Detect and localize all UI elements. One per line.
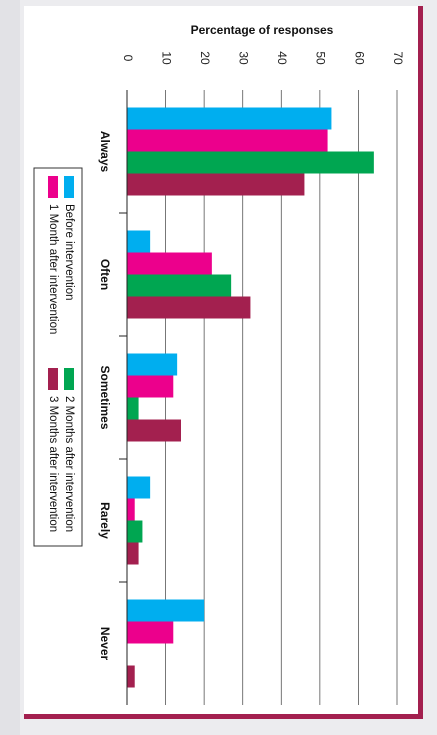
x-tick-label: 70 — [391, 51, 405, 65]
x-tick-label: 50 — [314, 51, 328, 65]
bar — [127, 397, 139, 420]
legend-box — [33, 167, 83, 547]
x-tick-label: 20 — [198, 51, 212, 65]
category-label: Often — [98, 259, 112, 290]
chart-card — [24, 6, 423, 719]
legend-swatch — [64, 176, 74, 198]
bar — [127, 129, 328, 152]
bar — [127, 599, 205, 622]
bar — [127, 542, 139, 565]
bar — [127, 230, 151, 253]
category-label: Never — [98, 627, 112, 661]
bar — [127, 520, 143, 543]
x-axis-title: Percentage of responses — [191, 23, 334, 37]
bar — [127, 498, 135, 521]
category-label: Sometimes — [98, 365, 112, 429]
legend-swatch — [48, 176, 58, 198]
x-axis-title-group: Percentage of responses — [191, 23, 334, 37]
x-axis-ticks: 0 10 20 30 40 50 60 70 — [121, 51, 405, 65]
bar — [127, 375, 174, 398]
category-label: Rarely — [98, 502, 112, 539]
bar — [127, 252, 212, 275]
legend-swatch — [48, 368, 58, 390]
x-tick-label: 10 — [159, 51, 173, 65]
category-labels: Always Often Sometimes Rarely Never — [98, 131, 127, 661]
legend-label: 1 Month after intervention — [47, 204, 59, 334]
legend-swatch — [64, 368, 74, 390]
x-tick-label: 60 — [352, 51, 366, 65]
legend: Before intervention 1 Month after interve… — [33, 167, 83, 547]
bar — [127, 151, 374, 174]
bar — [127, 296, 251, 319]
bar — [127, 621, 174, 644]
x-tick-label: 0 — [121, 55, 135, 62]
bar — [127, 419, 181, 442]
bar — [127, 173, 305, 196]
bar — [127, 353, 178, 376]
x-tick-label: 30 — [237, 51, 251, 65]
left-margin-strip — [0, 0, 20, 735]
x-tick-label: 40 — [275, 51, 289, 65]
bar — [127, 274, 232, 297]
bars — [127, 107, 374, 688]
legend-label: 3 Months after intervention — [47, 396, 59, 532]
legend-label: 2 Months after intervention — [63, 396, 75, 532]
bar — [127, 665, 135, 688]
bar — [127, 476, 151, 499]
legend-label: Before intervention — [63, 204, 75, 301]
category-label: Always — [98, 131, 112, 173]
bar — [127, 107, 332, 130]
